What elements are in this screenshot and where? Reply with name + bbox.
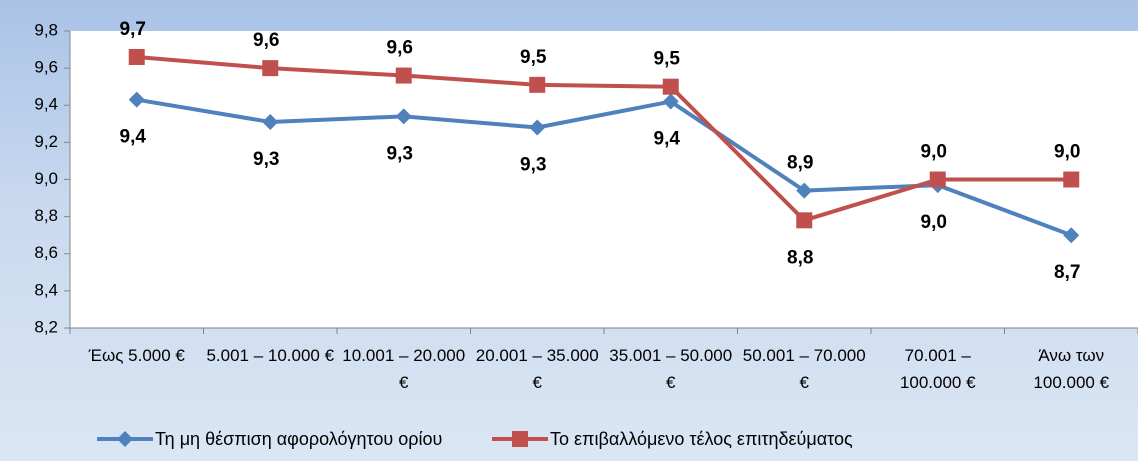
point	[796, 182, 813, 199]
x-tick-label: 10.001 – 20.000 €	[342, 346, 466, 392]
data-label: 9,3	[253, 149, 279, 170]
legend-label: Τη μη θέσπιση αφορολόγητου ορίου	[155, 428, 443, 449]
point	[1063, 171, 1080, 188]
data-label: 8,8	[787, 247, 813, 268]
y-tick-label: 8,8	[34, 206, 58, 225]
point	[395, 67, 412, 84]
data-label: 9,4	[120, 127, 147, 148]
legend-swatch	[492, 431, 548, 447]
data-label: 8,7	[1054, 262, 1080, 283]
data-label: 9,3	[520, 155, 546, 176]
point	[1063, 227, 1080, 244]
line	[136, 54, 1072, 223]
point	[262, 113, 279, 130]
x-tick-label: 35.001 – 50.000 €	[609, 346, 733, 392]
data-label: 9,6	[253, 30, 279, 51]
legend-label: Το επιβαλλόμενο τέλος επιτηδεύματος	[550, 428, 853, 449]
data-label: 9,0	[921, 142, 947, 163]
data-label: 9,4	[654, 129, 681, 150]
data-label: 9,5	[520, 47, 547, 68]
series	[128, 48, 1080, 229]
y-tick-label: 9,0	[34, 169, 58, 188]
x-tick-label: 20.001 – 35.000 €	[475, 346, 599, 392]
y-tick-label: 9,2	[34, 132, 58, 151]
point	[117, 431, 133, 447]
point	[128, 91, 145, 108]
y-tick-label: 9,6	[34, 58, 58, 77]
point	[796, 212, 813, 229]
x-tick-label: Έως 5.000 €	[88, 346, 185, 365]
point	[662, 93, 679, 110]
point	[262, 60, 279, 77]
y-tick-label: 9,4	[34, 95, 58, 114]
point	[529, 76, 546, 93]
x-tick-label: 5.001 – 10.000 €	[206, 346, 335, 365]
legend-item: Το επιβαλλόμενο τέλος επιτηδεύματος	[490, 428, 853, 450]
data-label: 9,3	[387, 143, 413, 164]
x-tick-label: 50.001 – 70.000 €	[742, 346, 866, 392]
y-tick-label: 9,8	[34, 20, 58, 39]
data-label: 9,0	[1054, 142, 1080, 163]
point	[128, 48, 145, 65]
data-label: 9,7	[120, 19, 146, 40]
legend-item: Τη μη θέσπιση αφορολόγητου ορίου	[95, 428, 442, 450]
data-label: 9,6	[387, 38, 413, 59]
y-tick-label: 8,4	[34, 280, 58, 299]
data-label: 8,9	[787, 153, 813, 174]
data-label: 9,0	[921, 212, 947, 233]
point	[395, 108, 412, 125]
point	[929, 171, 946, 188]
data-label: 9,5	[654, 49, 681, 70]
y-tick-label: 8,6	[34, 243, 58, 262]
legend-swatch	[97, 431, 153, 447]
y-tick-label: 8,2	[34, 317, 58, 336]
x-tick-label: Άνω των 100.000 €	[1033, 346, 1110, 392]
point	[512, 431, 528, 447]
point	[662, 78, 679, 95]
point	[529, 119, 546, 136]
x-tick-label: 70.001 – 100.000 €	[899, 346, 976, 392]
